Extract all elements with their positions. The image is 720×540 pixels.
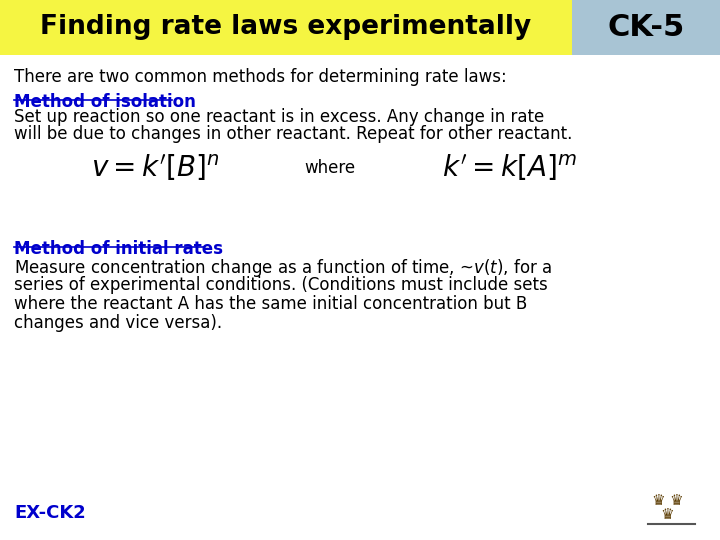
Text: where the reactant A has the same initial concentration but B: where the reactant A has the same initia… bbox=[14, 295, 527, 313]
Text: CK-5: CK-5 bbox=[608, 12, 685, 42]
Text: Method of initial rates: Method of initial rates bbox=[14, 240, 223, 258]
Text: where: where bbox=[305, 159, 356, 177]
Text: There are two common methods for determining rate laws:: There are two common methods for determi… bbox=[14, 68, 507, 86]
Text: will be due to changes in other reactant. Repeat for other reactant.: will be due to changes in other reactant… bbox=[14, 125, 572, 143]
Text: series of experimental conditions. (Conditions must include sets: series of experimental conditions. (Cond… bbox=[14, 276, 548, 294]
Text: EX-CK2: EX-CK2 bbox=[14, 504, 86, 522]
Text: Finding rate laws experimentally: Finding rate laws experimentally bbox=[40, 14, 531, 40]
Text: Method of isolation: Method of isolation bbox=[14, 93, 196, 111]
Text: ♛: ♛ bbox=[669, 493, 683, 508]
FancyBboxPatch shape bbox=[0, 0, 572, 55]
Text: changes and vice versa).: changes and vice versa). bbox=[14, 314, 222, 332]
Text: $v = k'[B]^n$: $v = k'[B]^n$ bbox=[91, 153, 220, 183]
Text: ♛: ♛ bbox=[651, 493, 665, 508]
Text: Measure concentration change as a function of time, ~$\it{v(t)}$, for a: Measure concentration change as a functi… bbox=[14, 257, 552, 279]
Text: ♛: ♛ bbox=[660, 507, 674, 522]
FancyBboxPatch shape bbox=[572, 0, 720, 55]
Text: $k' = k[A]^m$: $k' = k[A]^m$ bbox=[443, 153, 577, 183]
Text: Set up reaction so one reactant is in excess. Any change in rate: Set up reaction so one reactant is in ex… bbox=[14, 108, 544, 126]
